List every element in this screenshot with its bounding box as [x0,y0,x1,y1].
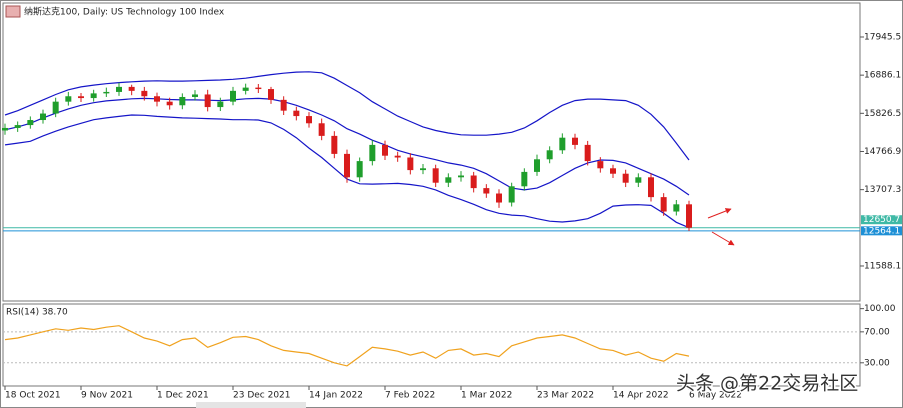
candle-body [344,153,350,178]
candle-body [255,87,262,90]
x-tick-label: 18 Oct 2021 [5,391,61,401]
candle-body [65,96,72,102]
candle-body [40,113,46,121]
x-tick-label: 9 Nov 2021 [81,391,133,401]
candle-body [686,204,692,228]
arrow [711,231,735,246]
candle-body [217,101,224,108]
x-tick-label: 6 May 2022 [689,391,742,401]
candle-body [648,177,654,198]
x-tick-label: 14 Apr 2022 [613,391,669,401]
candle-body [470,175,477,189]
candle-body [27,120,34,126]
band-middle [4,97,690,196]
arrow [707,208,732,219]
candle-body [572,137,578,145]
candle-body [496,193,502,203]
candle-body [508,186,515,203]
watermark: 头条 @第22交易社区 [676,373,858,395]
x-tick-label: 1 Dec 2021 [157,391,209,401]
x-tick-label: 1 Mar 2022 [461,391,512,401]
candle-body [394,155,401,158]
x-tick-label: 23 Mar 2022 [537,391,594,401]
candle-body [356,161,363,178]
candle-body [293,110,300,117]
candle-body [369,144,376,162]
candle-body [534,159,540,172]
candle-body [154,96,160,102]
rsi-title: RSI(14) 38.70 [6,308,68,318]
candle-body [318,123,325,136]
rsi-tick-label: 100.00 [864,304,896,314]
candle-body [622,173,629,183]
candle-body [483,188,490,194]
candle-body [432,168,439,183]
level-label-box [861,226,902,236]
y-tick-label: 15826.5 [864,109,901,119]
candle-body [141,90,148,97]
candle-body [14,125,21,128]
candle-body [306,116,312,124]
y-tick-label: 11588.1 [864,261,901,271]
candle-body [660,197,667,212]
y-tick-label: 14766.9 [864,147,901,157]
candle-body [546,150,553,160]
candle-body [597,161,604,169]
rsi-pane [2,303,861,387]
scroll-tab [196,402,306,408]
candle-body [52,101,59,114]
candle-body [673,204,680,212]
candle-body [584,144,591,162]
candle-body [179,96,186,106]
level-label: 12650.7 [863,215,900,225]
candle-body [242,87,249,91]
level-label-box [861,215,902,225]
rsi-tick-label: 70.00 [864,327,890,337]
x-tick-label: 23 Dec 2021 [233,391,291,401]
candle-body [90,93,97,99]
symbol-icon [5,5,21,18]
rsi-line [4,325,690,367]
candle-body [78,96,84,99]
candle-body [407,157,414,171]
chart-title: 纳斯达克100, Daily: US Technology 100 Index [24,6,225,18]
candle-body [128,86,135,91]
candle-body [103,91,110,94]
level-label: 12564.1 [863,226,900,236]
candle-body [635,177,642,183]
candle-body [420,168,426,171]
candle-body [204,94,211,108]
y-tick-label: 17945.5 [864,32,901,42]
candle-body [445,177,452,183]
candle-body [116,86,122,92]
candle-body [280,99,287,111]
y-tick-label: 13707.3 [864,185,901,195]
candle-body [521,171,528,187]
candle-body [268,89,274,100]
candle-body [610,168,616,174]
x-tick-label: 7 Feb 2022 [385,391,435,401]
price-pane [2,2,861,302]
candle-body [230,90,236,102]
candle-body [458,175,464,178]
candle-body [2,127,8,131]
x-tick-label: 14 Jan 2022 [309,391,363,401]
candle-body [166,101,173,106]
candle-body [192,94,198,97]
candle-body [382,144,388,156]
candle-body [559,137,566,151]
candle-body [331,135,338,154]
y-tick-label: 16886.1 [864,71,901,81]
rsi-tick-label: 30.00 [864,358,890,368]
